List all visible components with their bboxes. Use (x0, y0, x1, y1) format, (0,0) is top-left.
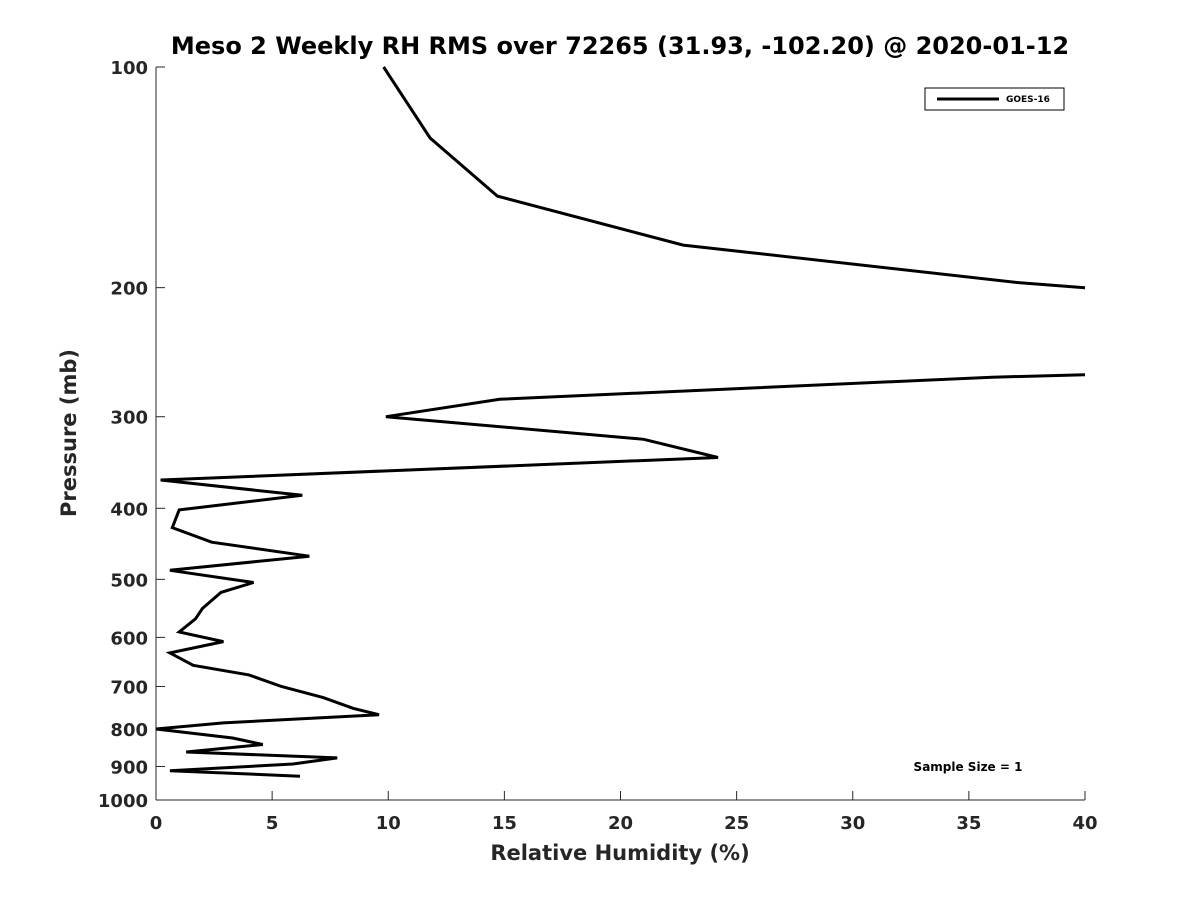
legend: GOES-16 (924, 87, 1065, 111)
x-tick-label: 5 (266, 813, 279, 834)
x-tick-label: 0 (150, 813, 163, 834)
sample-size-annotation: Sample Size = 1 (914, 760, 1023, 774)
x-tick-label: 35 (956, 813, 981, 834)
y-tick-label: 500 (110, 570, 148, 591)
y-tick-label: 300 (110, 408, 148, 429)
y-tick-label: 800 (110, 720, 148, 741)
x-axis-label: Relative Humidity (%) (490, 841, 749, 865)
x-tick-label: 10 (376, 813, 401, 834)
x-tick-label: 20 (608, 813, 633, 834)
x-tick-label: 40 (1072, 813, 1097, 834)
x-tick-label: 25 (724, 813, 749, 834)
x-tick-label: 30 (840, 813, 865, 834)
y-tick-label: 700 (110, 677, 148, 698)
plot-area: 0 5 10 15 20 25 30 35 40 100 200 300 400 500 600 700 800… (98, 58, 1098, 834)
y-tick-label: 1000 (98, 791, 148, 812)
y-axis-label: Pressure (mb) (57, 349, 81, 517)
y-tick-label: 600 (110, 628, 148, 649)
legend-label-goes-16: GOES-16 (1006, 95, 1050, 105)
y-tick-label: 200 (110, 279, 148, 300)
y-tick-label: 100 (110, 58, 148, 79)
y-tick-label: 900 (110, 757, 148, 778)
x-tick-label: 15 (492, 813, 517, 834)
chart-title: Meso 2 Weekly RH RMS over 72265 (31.93, … (171, 32, 1069, 60)
y-tick-label: 400 (110, 499, 148, 520)
series-line-goes-16 (155, 66, 1086, 778)
